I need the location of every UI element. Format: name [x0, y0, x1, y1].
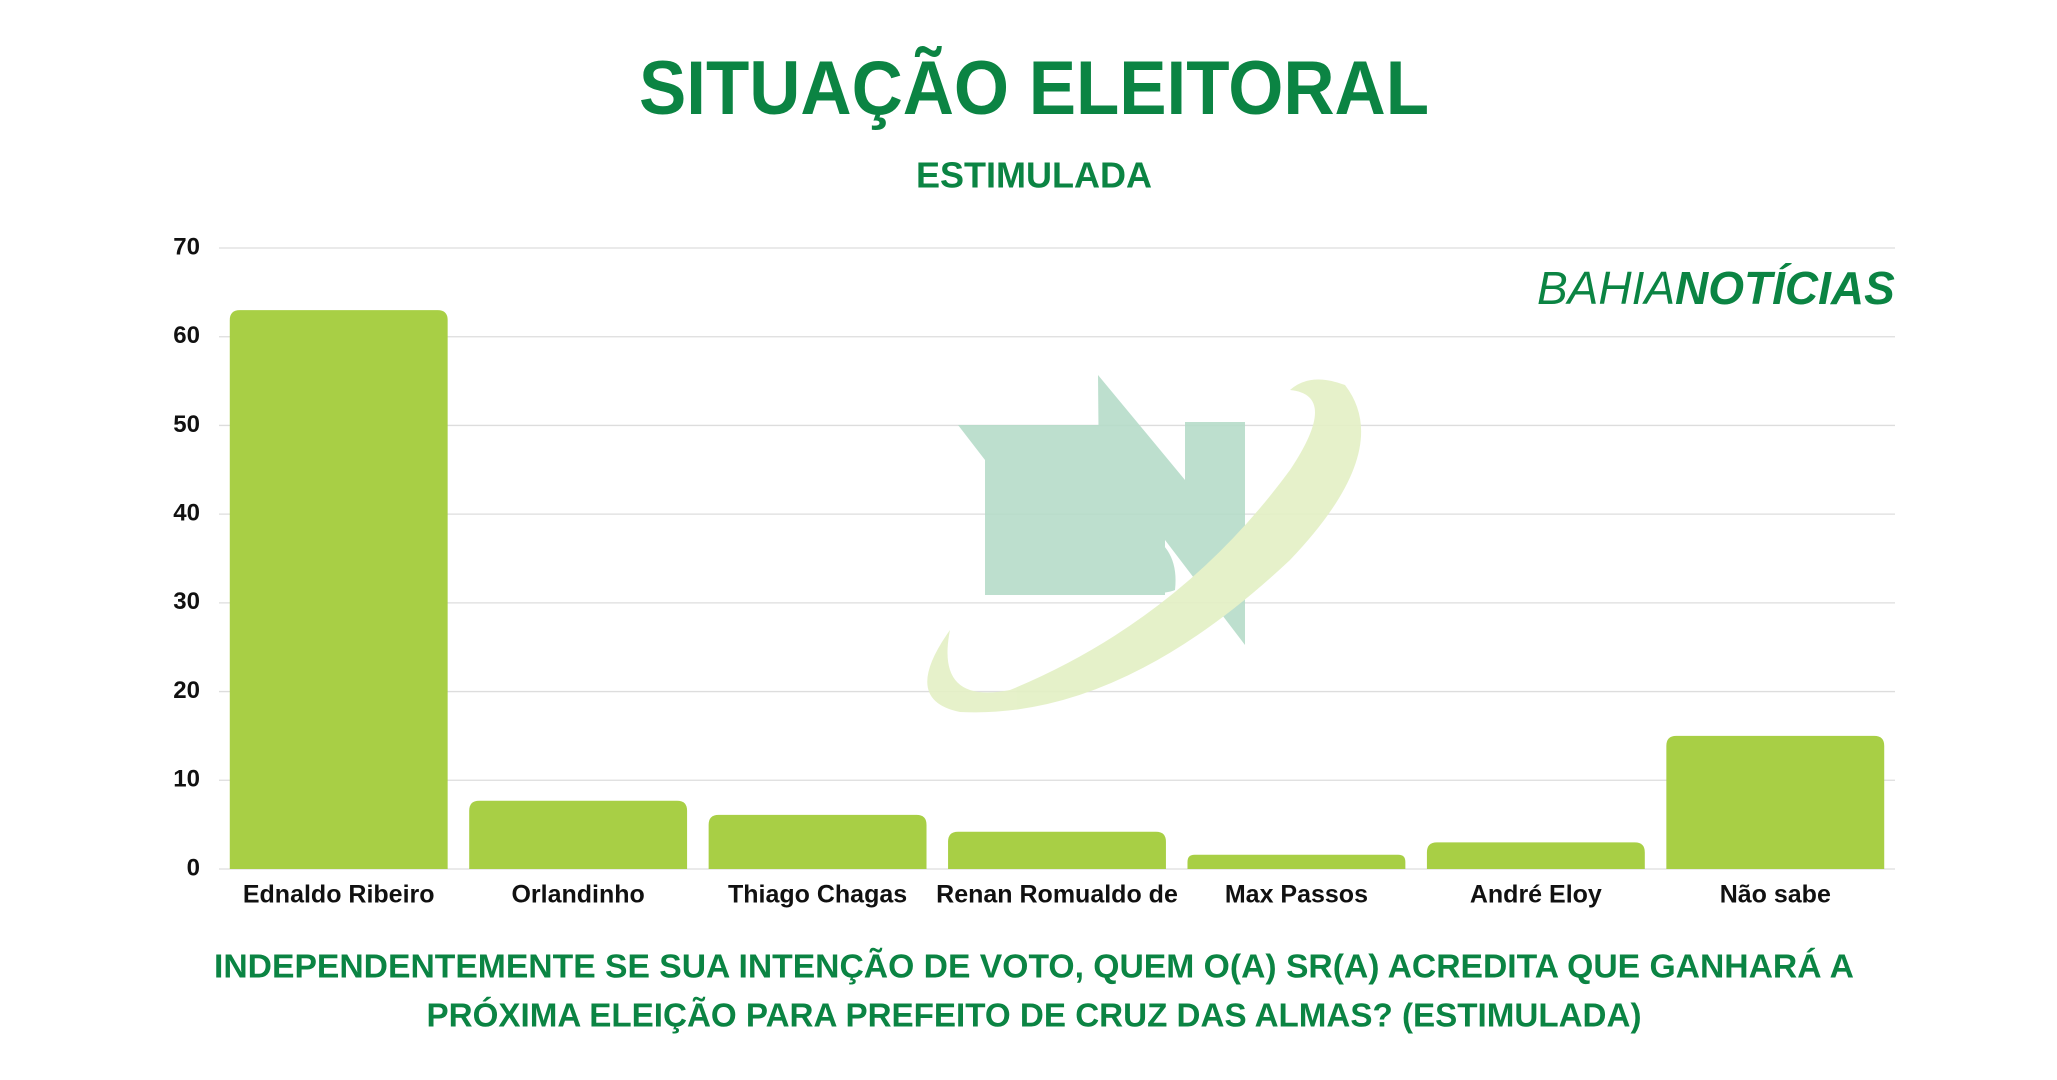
bar	[1426, 842, 1645, 869]
x-tick-label: Renan Romualdo de	[936, 881, 1178, 909]
y-tick-label: 0	[187, 854, 200, 881]
bar	[948, 831, 1166, 869]
chart-subtitle: ESTIMULADA	[916, 155, 1152, 196]
bar	[1187, 854, 1406, 869]
x-tick-label: Orlandinho	[511, 881, 644, 909]
bar	[469, 800, 688, 869]
bar	[229, 310, 448, 870]
y-tick-label: 50	[173, 411, 200, 438]
watermark-swoosh	[927, 379, 1362, 713]
bar	[708, 814, 927, 869]
bar	[1666, 735, 1885, 869]
x-tick-label: André Eloy	[1470, 881, 1602, 909]
x-tick-label: Thiago Chagas	[728, 881, 907, 909]
y-tick-label: 40	[173, 499, 200, 526]
y-tick-label: 10	[173, 766, 200, 793]
y-tick-label: 30	[173, 588, 200, 615]
y-tick-label: 70	[173, 233, 200, 260]
brand-part: NOTÍCIAS	[1675, 262, 1895, 314]
brand-part: BAHIA	[1537, 262, 1675, 314]
brand-logo: BAHIANOTÍCIAS	[1537, 262, 1895, 314]
watermark	[927, 375, 1362, 713]
x-tick-label: Ednaldo Ribeiro	[243, 881, 435, 909]
chart-title: SITUAÇÃO ELEITORAL	[639, 46, 1429, 131]
y-tick-label: 60	[173, 322, 200, 349]
x-tick-label: Não sabe	[1720, 881, 1831, 909]
question-line: PRÓXIMA ELEIÇÃO PARA PREFEITO DE CRUZ DA…	[427, 997, 1642, 1034]
y-tick-label: 20	[173, 677, 200, 704]
x-tick-label: Max Passos	[1225, 881, 1368, 909]
question-line: INDEPENDENTEMENTE SE SUA INTENÇÃO DE VOT…	[214, 948, 1854, 985]
